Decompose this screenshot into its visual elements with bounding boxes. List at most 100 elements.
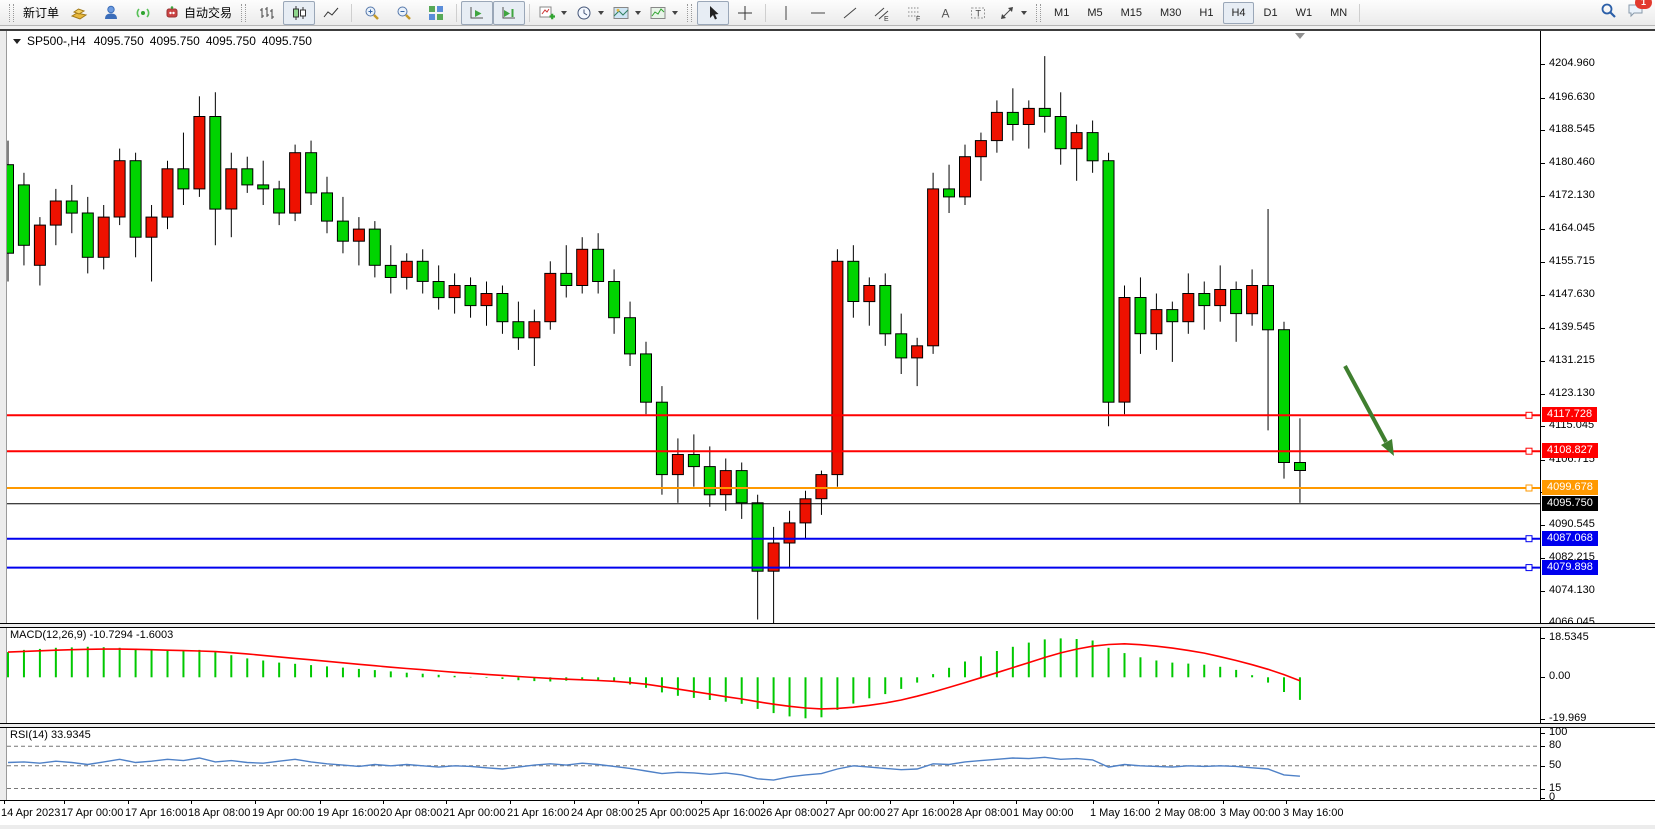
new-chart-button[interactable] bbox=[534, 1, 571, 25]
candle bbox=[703, 466, 716, 496]
candle bbox=[1134, 297, 1147, 335]
text-tool-button[interactable]: A bbox=[930, 1, 962, 25]
close-value: 4095.750 bbox=[261, 34, 312, 48]
timeframe-button-h1[interactable]: H1 bbox=[1199, 6, 1214, 19]
candle bbox=[1118, 297, 1131, 403]
candle bbox=[241, 168, 254, 186]
candle bbox=[863, 285, 876, 303]
pane-splitter[interactable] bbox=[0, 723, 1655, 728]
community-button[interactable] bbox=[95, 1, 127, 25]
ohlc-readout: SP500-,H4 4095.750 4095.750 4095.750 409… bbox=[13, 34, 312, 48]
signals-button[interactable] bbox=[127, 1, 159, 25]
candle bbox=[1038, 107, 1051, 117]
price-axis-tick bbox=[1541, 98, 1545, 99]
horizontal-line-icon bbox=[809, 4, 827, 22]
chart-shift-button[interactable] bbox=[493, 0, 526, 25]
candle bbox=[432, 281, 445, 299]
price-axis[interactable]: 4204.960 4196.630 4188.545 4180.460 4172.130… bbox=[1540, 31, 1655, 803]
auto-scroll-button[interactable] bbox=[461, 0, 494, 25]
crosshair-tool-button[interactable] bbox=[729, 1, 761, 25]
candle bbox=[640, 353, 652, 403]
candle bbox=[815, 474, 828, 500]
line-price-box[interactable]: 4079.898 bbox=[1542, 560, 1598, 575]
trend-arrow-object[interactable] bbox=[1343, 365, 1388, 443]
timeframe-button-w1[interactable]: W1 bbox=[1295, 6, 1313, 19]
timeframe-button-m30[interactable]: M30 bbox=[1160, 6, 1182, 19]
line-price-box[interactable]: 4087.068 bbox=[1542, 531, 1598, 546]
time-axis-tick bbox=[1016, 801, 1017, 804]
line-price-box[interactable]: 4099.678 bbox=[1542, 480, 1598, 495]
candle bbox=[624, 317, 636, 355]
price-axis-tick bbox=[1541, 394, 1545, 395]
toolbar-grip[interactable] bbox=[9, 3, 14, 22]
trendline-tool-button[interactable] bbox=[834, 1, 866, 25]
rsi-canvas[interactable] bbox=[7, 728, 1540, 800]
new-order-button[interactable]: 新订单 bbox=[19, 1, 63, 25]
horizontal-line-tool-button[interactable] bbox=[802, 1, 834, 25]
tile-windows-button[interactable] bbox=[420, 1, 452, 25]
candle bbox=[943, 188, 955, 198]
zoom-in-button[interactable] bbox=[356, 1, 388, 25]
time-axis[interactable]: 14 Apr 2023 17 Apr 00:00 17 Apr 16:00 18 Ap… bbox=[0, 800, 1655, 825]
price-axis-label: 4196.630 bbox=[1549, 91, 1595, 103]
one-click-collapse-icon[interactable] bbox=[13, 38, 21, 44]
price-axis-label: 4123.130 bbox=[1549, 387, 1595, 399]
signal-icon bbox=[134, 4, 152, 22]
fibonacci-tool-button[interactable]: F bbox=[898, 1, 930, 25]
candle bbox=[97, 216, 110, 258]
indicators-button[interactable] bbox=[645, 1, 682, 25]
periods-button[interactable] bbox=[571, 1, 608, 25]
macd-axis-label: -19.969 bbox=[1549, 712, 1587, 724]
toolbar-grip[interactable] bbox=[1036, 3, 1042, 22]
notifications-button[interactable]: 1 bbox=[1626, 0, 1652, 25]
search-icon[interactable] bbox=[1599, 1, 1618, 25]
toolbar-grip[interactable] bbox=[241, 3, 247, 22]
main-chart-pane[interactable]: SP500-,H4 4095.750 4095.750 4095.750 409… bbox=[7, 31, 1540, 623]
vertical-line-tool-button[interactable] bbox=[770, 1, 802, 25]
timeframe-button-m5[interactable]: M5 bbox=[1087, 6, 1103, 19]
svg-text:F: F bbox=[916, 16, 920, 22]
candle bbox=[687, 454, 700, 468]
rsi-axis-tick bbox=[1541, 733, 1545, 734]
trend-arrow-head bbox=[1381, 439, 1394, 456]
market-watch-button[interactable] bbox=[63, 1, 95, 25]
candlestick-chart-type-button[interactable] bbox=[283, 0, 316, 25]
line-chart-type-button[interactable] bbox=[315, 1, 347, 25]
cursor-icon bbox=[704, 4, 722, 22]
zoom-out-button[interactable] bbox=[388, 1, 420, 25]
price-axis-tick bbox=[1541, 591, 1545, 592]
arrows-tool-button[interactable] bbox=[994, 1, 1031, 25]
timeframe-button-mn[interactable]: MN bbox=[1330, 6, 1348, 19]
timeframe-button-m1[interactable]: M1 bbox=[1054, 6, 1070, 19]
auto-trading-button[interactable]: 自动交易 bbox=[159, 1, 236, 25]
text-label-tool-button[interactable]: T bbox=[962, 1, 994, 25]
timeframe-button-m15[interactable]: M15 bbox=[1120, 6, 1142, 19]
symbol-period-label: SP500-,H4 bbox=[27, 34, 86, 48]
candle bbox=[655, 401, 668, 476]
candle bbox=[496, 293, 509, 323]
toolbar-grip[interactable] bbox=[687, 3, 693, 22]
line-price-box[interactable]: 4108.827 bbox=[1542, 443, 1598, 458]
line-anchor-marker bbox=[1525, 411, 1533, 419]
price-axis-tick bbox=[1541, 229, 1545, 230]
candle bbox=[113, 160, 126, 218]
trendline-icon bbox=[841, 4, 859, 22]
cursor-tool-button[interactable] bbox=[697, 0, 730, 25]
rsi-pane[interactable]: RSI(14) 33.9345 bbox=[7, 728, 1540, 800]
candlestick-canvas[interactable] bbox=[7, 31, 1540, 623]
bar-chart-type-button[interactable] bbox=[251, 1, 283, 25]
price-axis-label: 4172.130 bbox=[1549, 189, 1595, 201]
macd-canvas[interactable] bbox=[7, 628, 1540, 723]
macd-signal-line bbox=[7, 642, 1301, 710]
channel-tool-button[interactable]: E bbox=[866, 1, 898, 25]
time-axis-tick bbox=[890, 801, 891, 804]
macd-pane[interactable]: MACD(12,26,9) -10.7294 -1.6003 bbox=[7, 628, 1540, 723]
templates-button[interactable] bbox=[608, 1, 645, 25]
timeframe-button-d1[interactable]: D1 bbox=[1263, 6, 1278, 19]
time-axis-tick bbox=[510, 801, 511, 804]
line-price-box[interactable]: 4117.728 bbox=[1542, 407, 1598, 422]
candle bbox=[416, 260, 429, 282]
pane-splitter[interactable] bbox=[0, 623, 1655, 628]
timeframe-button-h4[interactable]: H4 bbox=[1223, 1, 1254, 24]
rsi-axis-label: 15 bbox=[1549, 782, 1562, 794]
